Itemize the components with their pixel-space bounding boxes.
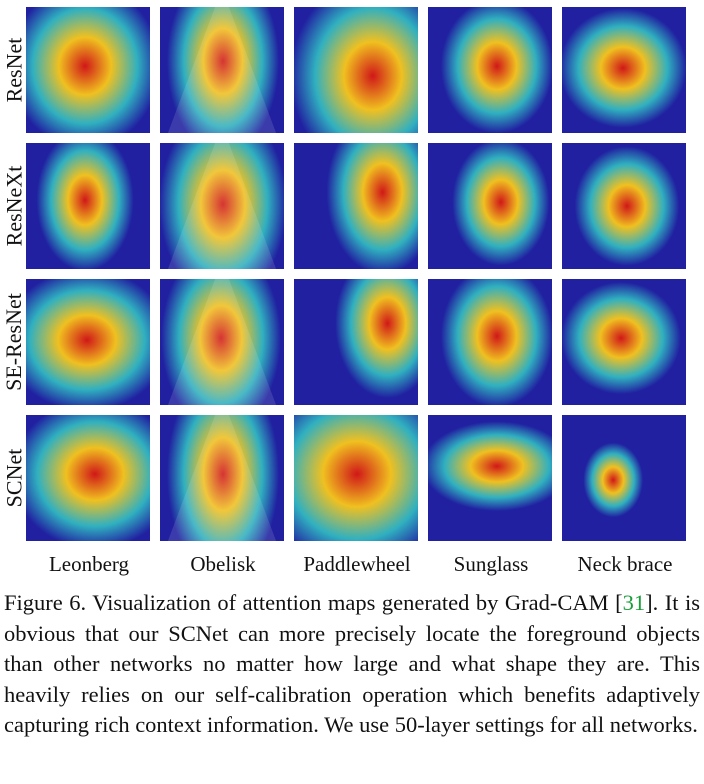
attention-map-se-resnet-obelisk: [159, 278, 285, 406]
attention-map-resnet-obelisk: [159, 6, 285, 134]
attention-map-resnet-sunglass: [427, 6, 553, 134]
attention-map-scnet-neck-brace: [561, 414, 687, 542]
attention-map-resnext-leonberg: [25, 142, 151, 270]
attention-map-scnet-sunglass: [427, 414, 553, 542]
attention-map-se-resnet-leonberg: [25, 278, 151, 406]
attention-map-resnet-leonberg: [25, 6, 151, 134]
figure-caption: Figure 6. Visualization of attention map…: [4, 588, 700, 741]
row-label-se-resnet: SE-ResNet: [1, 293, 27, 391]
row-label-resnet: ResNet: [1, 37, 27, 103]
attention-map-scnet-leonberg: [25, 414, 151, 542]
col-label-leonberg: Leonberg: [48, 552, 130, 576]
caption-text-after: ]. It is obvious that our SCNet can more…: [4, 590, 701, 737]
attention-map-resnext-neck-brace: [561, 142, 687, 270]
col-label-neck-brace: Neck brace: [577, 552, 673, 576]
attention-map-resnext-obelisk: [159, 142, 285, 270]
attention-map-scnet-paddlewheel: [293, 414, 419, 542]
attention-map-se-resnet-neck-brace: [561, 278, 687, 406]
caption-label: Figure 6.: [4, 590, 87, 615]
attention-map-se-resnet-sunglass: [427, 278, 553, 406]
caption-text-before: Visualization of attention maps generate…: [86, 590, 623, 615]
attention-map-scnet-obelisk: [159, 414, 285, 542]
row-label-scnet: SCNet: [1, 448, 26, 508]
attention-map-resnext-sunglass: [427, 142, 553, 270]
citation-link[interactable]: 31: [622, 590, 646, 615]
attention-map-resnet-neck-brace: [561, 6, 687, 134]
col-label-sunglass: Sunglass: [453, 552, 529, 576]
attention-map-resnet-paddlewheel: [293, 6, 419, 134]
col-label-obelisk: Obelisk: [190, 552, 256, 576]
attention-map-resnext-paddlewheel: [293, 142, 419, 270]
attention-map-se-resnet-paddlewheel: [293, 278, 419, 406]
row-label-resnext: ResNeXt: [1, 165, 26, 247]
col-label-paddlewheel: Paddlewheel: [303, 552, 411, 576]
